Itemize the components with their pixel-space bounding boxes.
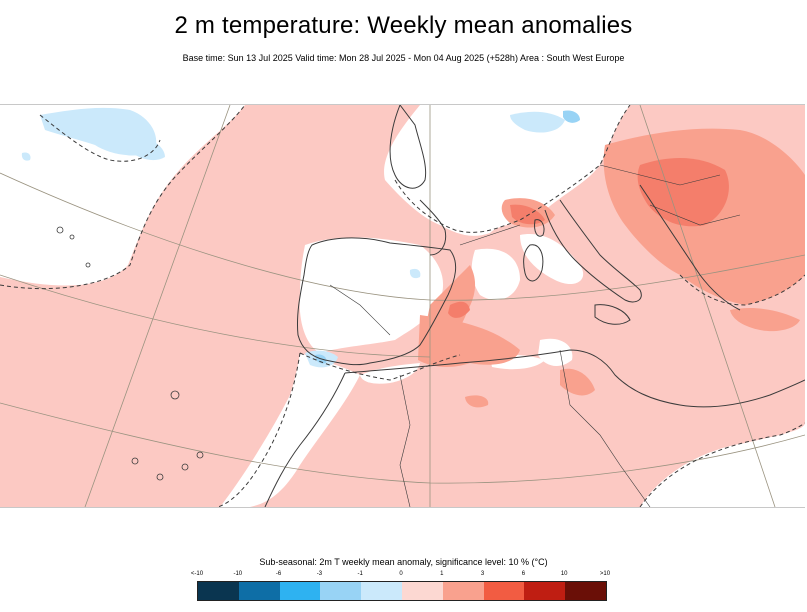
chart-subtitle: Base time: Sun 13 Jul 2025 Valid time: M…: [182, 53, 625, 63]
colorbar-swatch: [442, 582, 484, 600]
colorbar-swatch: [320, 582, 362, 600]
colorbar-swatch: [565, 582, 606, 600]
anomaly-map: [0, 104, 805, 508]
moderate-cool-anomaly-areas: [315, 110, 580, 364]
non-significant-areas: [0, 105, 805, 507]
colorbar-swatch: [524, 582, 566, 600]
islands: [56, 226, 204, 481]
legend-tick-label: -1: [357, 571, 363, 577]
graticule-lines: [0, 105, 805, 507]
map-canvas: [0, 105, 805, 507]
colorbar-swatch: [279, 582, 321, 600]
cool-anomaly-areas: [21, 107, 565, 368]
coastlines: [264, 105, 805, 507]
legend-tick-label: 1: [440, 571, 444, 577]
colorbar-swatch: [361, 582, 402, 600]
colorbar-swatch: [401, 582, 443, 600]
significance-contours: [0, 105, 805, 507]
legend-tick-label: >10: [599, 571, 611, 577]
legend-title: Sub-seasonal: 2m T weekly mean anomaly, …: [259, 557, 548, 567]
legend-ticks: <-10 -10 -6 -3 -1 0 1 3 6 10 >10: [191, 571, 611, 581]
colorbar-swatch: [198, 582, 239, 600]
colorbar: [197, 581, 607, 601]
colorbar-swatch: [238, 582, 280, 600]
legend-tick-label: -6: [275, 571, 282, 577]
legend-tick-label: -10: [233, 571, 243, 577]
legend-tick-label: 6: [521, 571, 526, 577]
chart-title: 2 m temperature: Weekly mean anomalies: [174, 12, 633, 39]
legend-tick-label: 10: [560, 571, 568, 577]
legend-tick-label: 3: [480, 571, 485, 577]
legend-tick-label: -3: [316, 571, 323, 577]
legend-tick-label: <-10: [190, 571, 204, 577]
colorbar-swatch: [483, 582, 525, 600]
legend-tick-label: 0: [399, 571, 403, 577]
